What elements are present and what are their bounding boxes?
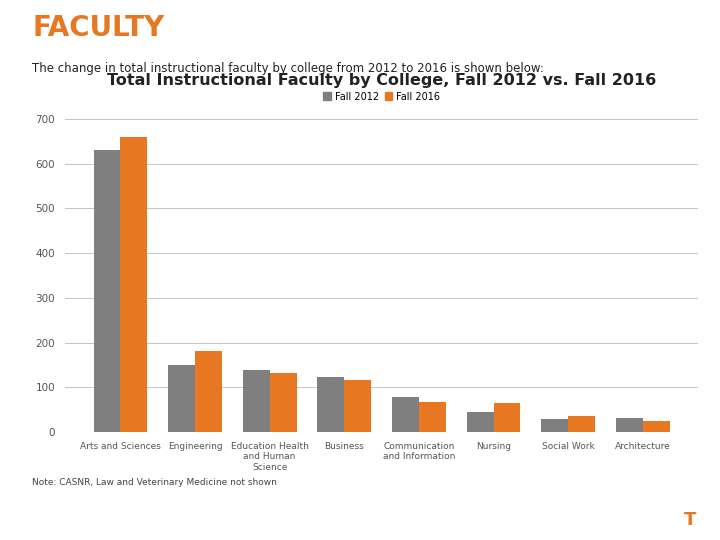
Text: KNOXVILLE: KNOXVILLE [593,530,624,535]
Text: T: T [683,511,696,529]
Text: 9: 9 [410,515,418,525]
Bar [467,413,493,432]
Title: Total Instructional Faculty by College, Fall 2012 vs. Fall 2016: Total Instructional Faculty by College, … [107,73,656,89]
Text: DRAFT ONLY – NOT FOR DISTRIBUTION: DRAFT ONLY – NOT FOR DISTRIBUTION [18,515,184,524]
Bar [243,370,270,432]
Bar [541,420,568,432]
Text: The change in total instructional faculty by college from 2012 to 2016 is shown : The change in total instructional facult… [32,62,544,75]
Bar [195,352,222,432]
Bar [318,377,344,432]
FancyBboxPatch shape [666,502,713,538]
Bar [392,397,419,432]
Bar [270,373,297,432]
Bar [94,150,120,432]
Text: FACULTY: FACULTY [32,14,165,42]
Bar [344,380,371,432]
Text: TENNESSEE: TENNESSEE [572,517,644,527]
Text: THE UNIVERSITY OF: THE UNIVERSITY OF [582,508,635,514]
Bar [493,403,521,432]
Bar [616,417,643,432]
Bar [419,402,446,432]
Text: Note: CASNR, Law and Veterinary Medicine not shown: Note: CASNR, Law and Veterinary Medicine… [32,478,277,487]
Bar [568,416,595,432]
Bar [120,137,148,432]
Legend: Fall 2012, Fall 2016: Fall 2012, Fall 2016 [319,87,444,105]
Bar [168,365,195,432]
Bar [643,421,670,432]
